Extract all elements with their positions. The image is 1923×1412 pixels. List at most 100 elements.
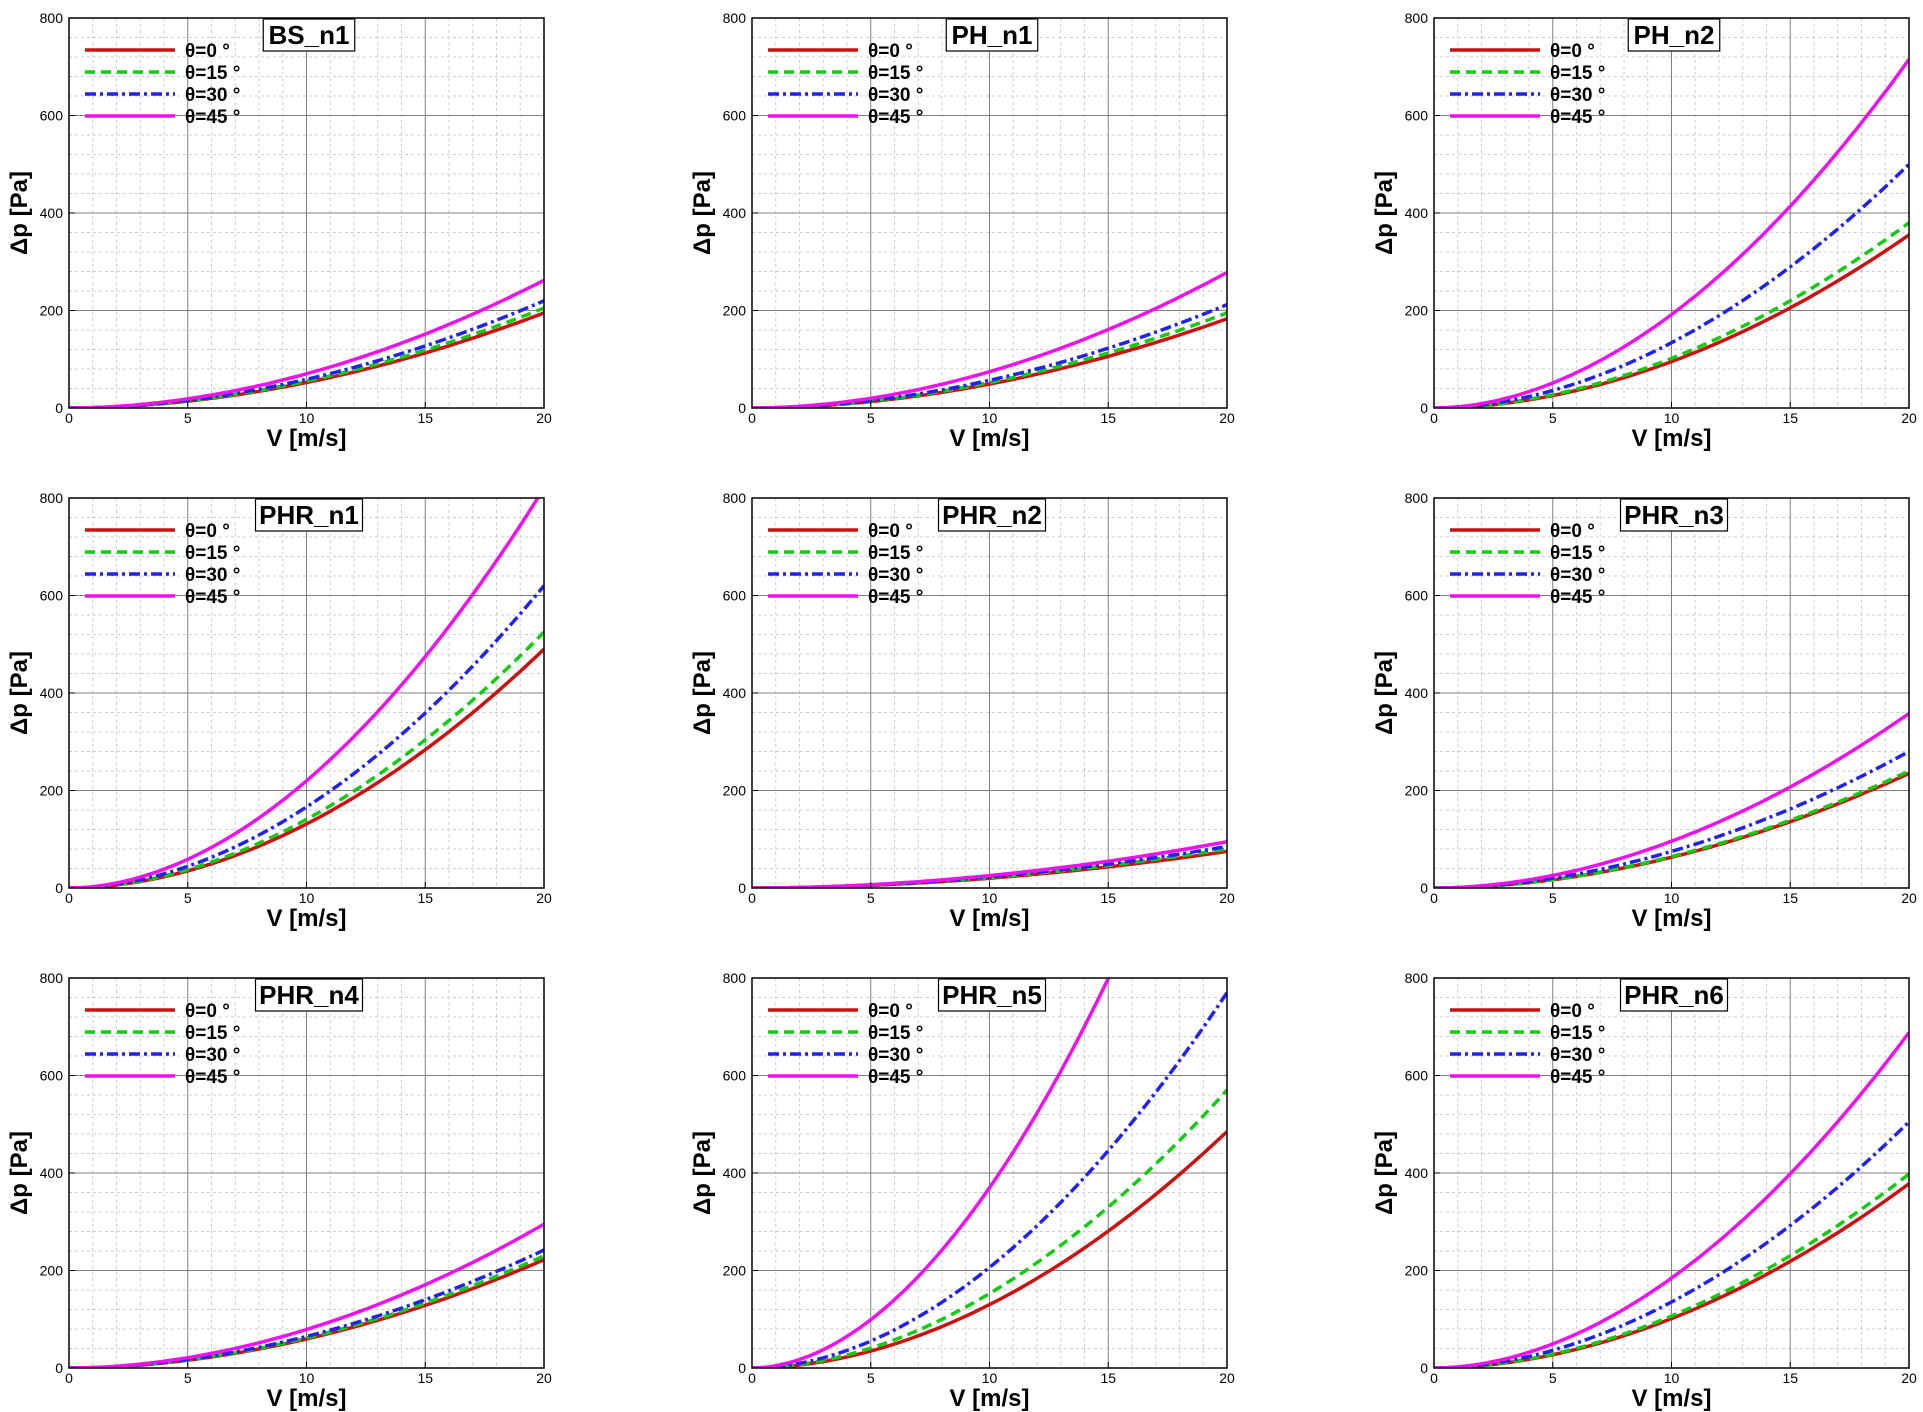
series-line-1	[69, 1254, 544, 1368]
panel-title-box	[945, 18, 1039, 52]
y-axis-title: Δp [Pa]	[1371, 1131, 1398, 1215]
legend-label-0: θ=0 °	[185, 521, 230, 542]
series-line-2	[1434, 163, 1909, 408]
x-tick-label: 20	[1901, 410, 1917, 426]
y-tick-label: 0	[738, 400, 746, 416]
panel-title: PHR_n5	[942, 980, 1042, 1010]
series-line-2	[69, 1248, 544, 1368]
y-tick-label: 400	[723, 685, 747, 701]
legend-label-1: θ=15 °	[1550, 1023, 1605, 1044]
y-tick-label: 600	[1405, 1068, 1429, 1084]
legend-label-3: θ=45 °	[1550, 107, 1605, 128]
x-tick-label: 10	[299, 1370, 315, 1386]
y-tick-label: 600	[40, 108, 64, 124]
y-tick-label: 200	[1405, 303, 1429, 319]
y-axis-title: Δp [Pa]	[1371, 651, 1398, 735]
x-tick-label: 10	[1664, 410, 1680, 426]
panel-title: PHR_n2	[942, 500, 1042, 530]
y-tick-label: 800	[1405, 970, 1429, 986]
series-line-0	[69, 647, 544, 888]
legend-label-3: θ=45 °	[185, 1067, 240, 1088]
y-tick-label: 200	[723, 783, 747, 799]
panel-title: BS_n1	[269, 20, 350, 50]
x-tick-label: 15	[417, 1370, 433, 1386]
x-tick-label: 15	[417, 890, 433, 906]
legend-label-2: θ=30 °	[1550, 85, 1605, 106]
x-axis-title: V [m/s]	[266, 905, 346, 932]
legend-label-1: θ=15 °	[868, 543, 923, 564]
y-tick-label: 0	[738, 880, 746, 896]
legend-label-2: θ=30 °	[1550, 565, 1605, 586]
series-line-1	[69, 306, 544, 408]
y-tick-label: 0	[55, 400, 63, 416]
legend-label-1: θ=15 °	[1550, 63, 1605, 84]
legend-label-1: θ=15 °	[1550, 543, 1605, 564]
panel-title-box	[262, 18, 356, 52]
y-tick-label: 400	[1405, 205, 1429, 221]
x-tick-label: 0	[1430, 1370, 1438, 1386]
y-tick-label: 200	[40, 303, 64, 319]
series-line-2	[752, 991, 1227, 1368]
legend-label-1: θ=15 °	[868, 63, 923, 84]
y-tick-label: 400	[723, 205, 747, 221]
series-line-3	[1434, 58, 1909, 408]
series-line-3	[69, 1222, 544, 1368]
y-tick-label: 600	[40, 588, 64, 604]
y-tick-label: 400	[40, 1165, 64, 1181]
y-axis-title: Δp [Pa]	[689, 651, 716, 735]
legend-label-2: θ=30 °	[868, 85, 923, 106]
x-axis-title: V [m/s]	[266, 425, 346, 452]
x-tick-label: 5	[184, 410, 192, 426]
x-tick-label: 15	[1100, 410, 1116, 426]
series-line-1	[1434, 769, 1909, 888]
y-tick-label: 800	[723, 970, 747, 986]
panel-title: PHR_n3	[1624, 500, 1724, 530]
y-axis-title: Δp [Pa]	[6, 1131, 33, 1215]
legend-label-3: θ=45 °	[868, 1067, 923, 1088]
x-tick-label: 5	[184, 1370, 192, 1386]
x-axis-title: V [m/s]	[1631, 1385, 1711, 1412]
y-tick-label: 200	[1405, 1263, 1429, 1279]
y-tick-label: 600	[1405, 588, 1429, 604]
x-tick-label: 20	[536, 410, 552, 426]
legend-label-0: θ=0 °	[185, 41, 230, 62]
x-tick-label: 5	[867, 890, 875, 906]
x-tick-label: 10	[982, 410, 998, 426]
panel-title: PHR_n1	[259, 500, 359, 530]
y-axis-title: Δp [Pa]	[689, 1131, 716, 1215]
legend-label-2: θ=30 °	[185, 85, 240, 106]
y-tick-label: 600	[1405, 108, 1429, 124]
x-tick-label: 0	[1430, 890, 1438, 906]
x-axis-title: V [m/s]	[949, 425, 1029, 452]
y-tick-label: 400	[40, 205, 64, 221]
series-line-3	[1434, 712, 1909, 888]
x-axis-title: V [m/s]	[949, 1385, 1029, 1412]
y-tick-label: 200	[40, 1263, 64, 1279]
panel-title: PHR_n4	[259, 980, 359, 1010]
legend-label-0: θ=0 °	[1550, 521, 1595, 542]
x-axis-title: V [m/s]	[1631, 425, 1711, 452]
x-tick-label: 10	[299, 890, 315, 906]
x-tick-label: 15	[417, 410, 433, 426]
x-tick-label: 20	[1219, 1370, 1235, 1386]
series-line-1	[752, 1088, 1227, 1368]
panel-title-box	[254, 498, 364, 532]
series-line-2	[752, 302, 1227, 408]
x-axis-title: V [m/s]	[266, 1385, 346, 1412]
x-tick-label: 15	[1100, 890, 1116, 906]
x-tick-label: 20	[1219, 410, 1235, 426]
y-tick-label: 0	[1420, 400, 1428, 416]
y-tick-label: 800	[723, 490, 747, 506]
y-tick-label: 200	[723, 1263, 747, 1279]
y-tick-label: 600	[723, 588, 747, 604]
x-tick-label: 10	[299, 410, 315, 426]
y-tick-label: 0	[1420, 1360, 1428, 1376]
x-tick-label: 10	[982, 1370, 998, 1386]
y-tick-label: 800	[40, 10, 64, 26]
x-tick-label: 15	[1782, 1370, 1798, 1386]
y-tick-label: 800	[1405, 490, 1429, 506]
x-tick-label: 0	[65, 890, 73, 906]
